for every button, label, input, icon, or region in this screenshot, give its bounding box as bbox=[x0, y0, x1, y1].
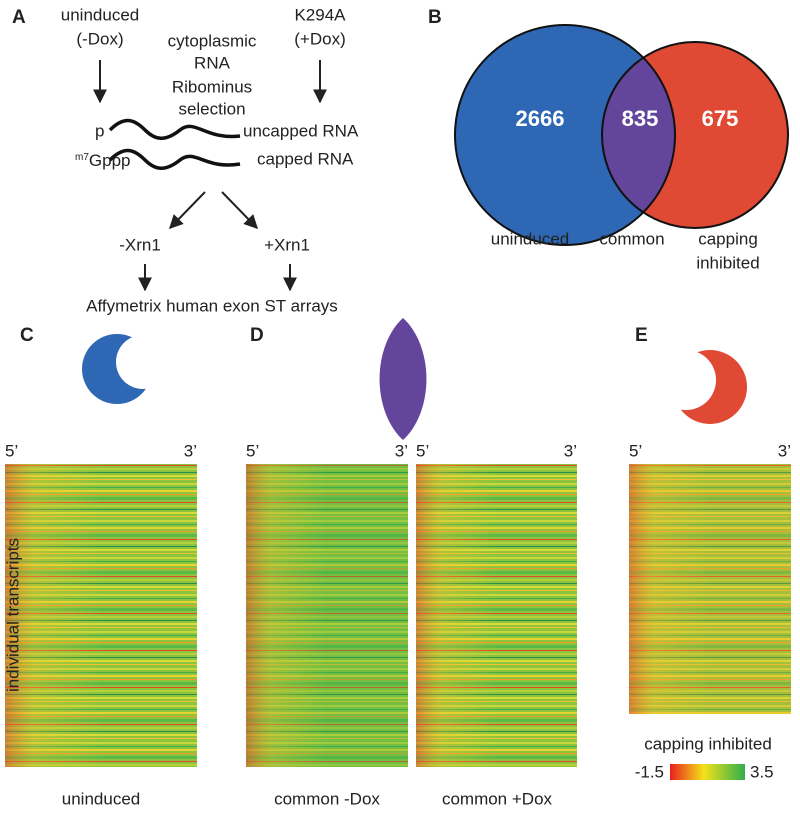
condition-label: uninduced bbox=[61, 5, 139, 24]
colorbar bbox=[670, 764, 745, 780]
venn-outline bbox=[454, 24, 676, 246]
heatmap-title: common -Dox bbox=[274, 789, 380, 808]
panel-label: C bbox=[20, 325, 34, 346]
condition-label: K294A bbox=[294, 5, 346, 24]
rna-label: capped RNA bbox=[257, 149, 354, 168]
end-label: 3’ bbox=[564, 441, 577, 460]
arrow bbox=[169, 191, 206, 230]
panel-label: D bbox=[250, 325, 264, 346]
lens bbox=[379, 318, 427, 440]
uncapped-rna bbox=[108, 118, 241, 140]
venn-label: capping bbox=[698, 229, 758, 248]
end-label: 5’ bbox=[5, 441, 18, 460]
end-label: 5’ bbox=[629, 441, 642, 460]
panel-label: B bbox=[428, 7, 442, 28]
end-label: 3’ bbox=[184, 441, 197, 460]
capped-rna bbox=[108, 148, 241, 170]
heatmap-title: capping inhibited bbox=[644, 734, 772, 753]
rna-label: uncapped RNA bbox=[243, 121, 359, 140]
end-label: 3’ bbox=[395, 441, 408, 460]
venn-count: 675 bbox=[702, 106, 739, 131]
heatmap bbox=[416, 464, 577, 767]
y-axis-label: individual transcripts bbox=[3, 538, 22, 692]
end-label: 5’ bbox=[416, 441, 429, 460]
end-label: m7Gppp bbox=[75, 151, 131, 170]
heatmap-title: common +Dox bbox=[442, 789, 553, 808]
heatmap-title: uninduced bbox=[62, 789, 140, 808]
venn-count: 835 bbox=[622, 106, 659, 131]
venn-label: common bbox=[599, 229, 664, 248]
condition-label: (-Dox) bbox=[76, 29, 123, 48]
venn-label: uninduced bbox=[491, 229, 569, 248]
panel-label: A bbox=[12, 7, 26, 28]
venn-count: 2666 bbox=[516, 106, 565, 131]
arrow bbox=[221, 191, 258, 230]
end-label: p bbox=[95, 121, 104, 140]
end-label: 5’ bbox=[246, 441, 259, 460]
heatmap-overlay bbox=[246, 464, 408, 767]
heatmap bbox=[629, 464, 791, 714]
venn-outline bbox=[601, 41, 789, 229]
heatmap-overlay bbox=[629, 464, 791, 714]
crescent-cut bbox=[116, 335, 170, 389]
selection-label: selection bbox=[178, 99, 245, 118]
colorbar-max: 3.5 bbox=[750, 762, 774, 781]
source-label: RNA bbox=[194, 53, 231, 72]
venn-overlap bbox=[602, 42, 675, 228]
array-label: Affymetrix human exon ST arrays bbox=[86, 296, 338, 315]
heatmap-overlay bbox=[5, 464, 197, 767]
venn-label: inhibited bbox=[696, 253, 759, 272]
heatmap-overlay bbox=[416, 464, 577, 767]
selection-label: Ribominus bbox=[172, 77, 252, 96]
superscript: m7 bbox=[75, 152, 89, 163]
heatmap bbox=[246, 464, 408, 767]
source-label: cytoplasmic bbox=[168, 31, 257, 50]
end-text: Gppp bbox=[89, 151, 131, 170]
heatmap bbox=[5, 464, 197, 767]
condition-label: (+Dox) bbox=[294, 29, 345, 48]
treatment-label: +Xrn1 bbox=[264, 235, 310, 254]
colorbar-min: -1.5 bbox=[635, 762, 664, 781]
panel-label: E bbox=[635, 325, 648, 346]
crescent-cut bbox=[656, 350, 716, 410]
end-label: 3’ bbox=[778, 441, 791, 460]
treatment-label: -Xrn1 bbox=[119, 235, 161, 254]
